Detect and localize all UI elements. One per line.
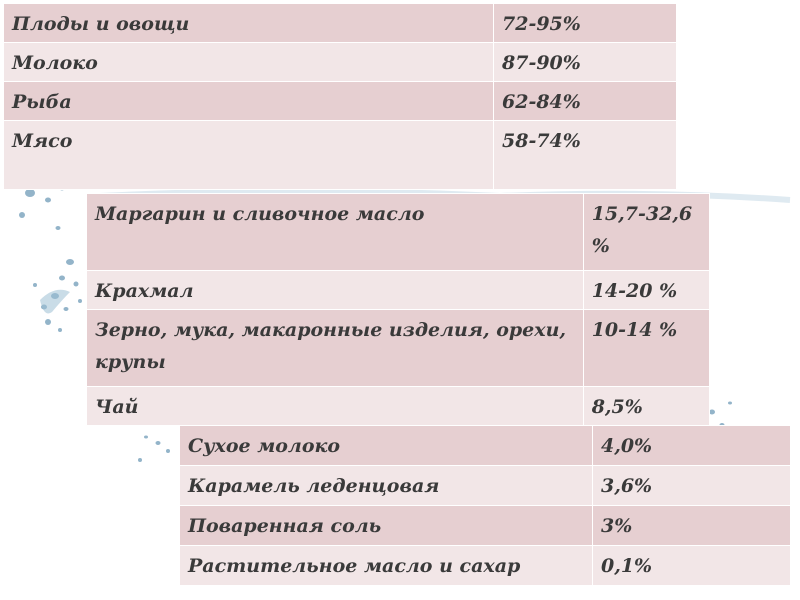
product-cell: Плоды и овощи bbox=[3, 3, 494, 43]
product-cell: Рыба bbox=[3, 81, 494, 121]
product-cell: Карамель леденцовая bbox=[179, 465, 593, 506]
product-cell: Растительное масло и сахар bbox=[179, 545, 593, 586]
product-cell: Молоко bbox=[3, 42, 494, 82]
moisture-table-medium: Маргарин и сливочное масло 15,7-32,6 % К… bbox=[86, 193, 711, 426]
value-cell: 3% bbox=[592, 505, 791, 546]
value-cell: 87-90% bbox=[493, 42, 677, 82]
value-cell: 0,1% bbox=[592, 545, 791, 586]
value-cell: 10-14 % bbox=[582, 309, 711, 387]
table-row: Плоды и овощи 72-95% bbox=[3, 3, 677, 43]
table-row: Рыба 62-84% bbox=[3, 81, 677, 121]
value-cell: 62-84% bbox=[493, 81, 677, 121]
product-cell: Зерно, мука, макаронные изделия, орехи, … bbox=[86, 309, 584, 387]
product-cell: Сухое молоко bbox=[179, 425, 593, 466]
product-cell: Крахмал bbox=[86, 270, 584, 310]
table-row: Сухое молоко 4,0% bbox=[179, 425, 791, 466]
table-row: Чай 8,5% bbox=[86, 386, 711, 426]
value-cell: 3,6% bbox=[592, 465, 791, 506]
table-row: Молоко 87-90% bbox=[3, 42, 677, 82]
moisture-table-high: Плоды и овощи 72-95% Молоко 87-90% Рыба … bbox=[3, 3, 677, 190]
product-cell: Маргарин и сливочное масло bbox=[86, 193, 584, 271]
value-cell: 4,0% bbox=[592, 425, 791, 466]
table-row: Зерно, мука, макаронные изделия, орехи, … bbox=[86, 309, 711, 387]
value-cell: 14-20 % bbox=[582, 270, 711, 310]
table-row: Мясо 58-74% bbox=[3, 120, 677, 190]
table-row: Крахмал 14-20 % bbox=[86, 270, 711, 310]
moisture-table-low: Сухое молоко 4,0% Карамель леденцовая 3,… bbox=[179, 425, 791, 586]
table-row: Растительное масло и сахар 0,1% bbox=[179, 545, 791, 586]
product-cell: Мясо bbox=[3, 120, 494, 190]
product-cell: Поваренная соль bbox=[179, 505, 593, 546]
product-cell: Чай bbox=[86, 386, 584, 426]
value-cell: 58-74% bbox=[493, 120, 677, 190]
table-row: Маргарин и сливочное масло 15,7-32,6 % bbox=[86, 193, 711, 271]
value-cell: 72-95% bbox=[493, 3, 677, 43]
table-row: Карамель леденцовая 3,6% bbox=[179, 465, 791, 506]
value-cell: 15,7-32,6 % bbox=[582, 193, 711, 271]
table-row: Поваренная соль 3% bbox=[179, 505, 791, 546]
value-cell: 8,5% bbox=[582, 386, 711, 426]
